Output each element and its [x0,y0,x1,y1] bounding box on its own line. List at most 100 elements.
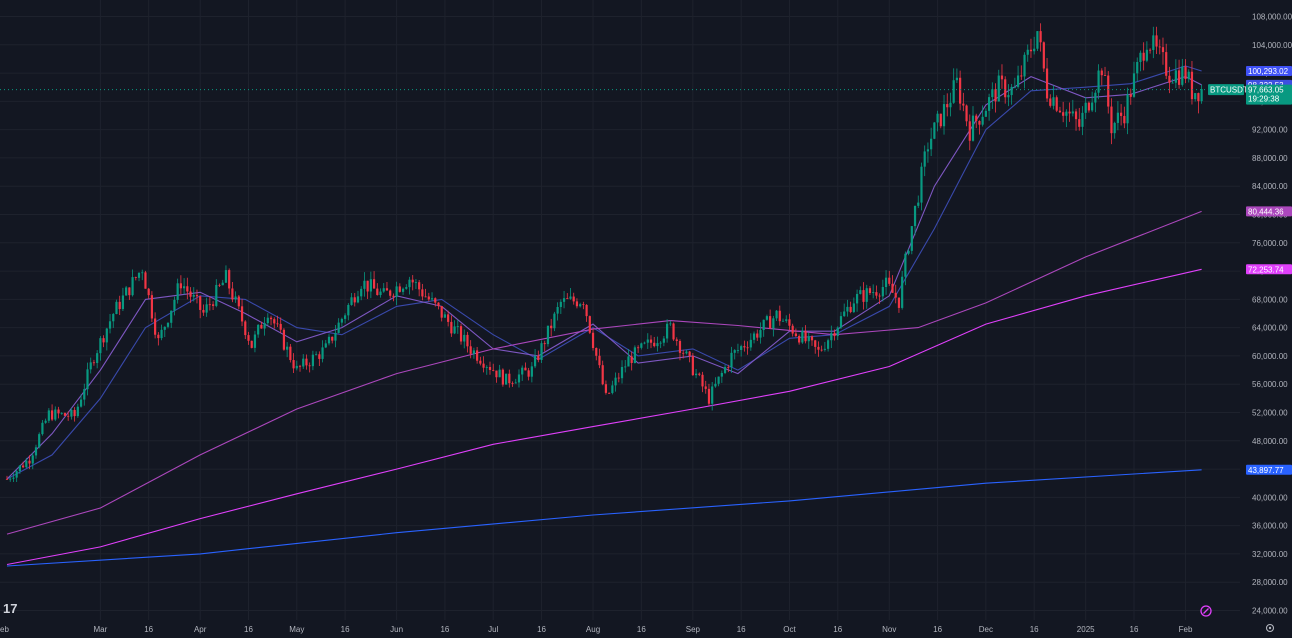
candle-body [366,280,369,292]
candle-body [694,373,698,376]
time-tick-label: 16 [537,625,546,634]
candle-body [920,166,923,203]
candle-body [872,292,875,293]
candle-body [637,347,640,349]
candle-body [517,374,521,383]
candle-body [121,295,125,310]
candle-body [740,346,743,350]
candle-body [608,392,611,394]
candle-body [707,388,711,404]
candle-body [96,353,99,363]
candle-body [318,354,321,359]
candle-body [240,306,244,322]
candle-body [363,280,366,289]
candle-body [340,318,343,323]
candle-body [70,409,73,417]
candle-body [224,270,228,283]
candles [5,23,1203,483]
candle-body [324,343,327,348]
candle-body [199,296,202,310]
candle-body [250,340,253,348]
candle-body [688,351,691,357]
candle-body [756,333,759,338]
candle-body [424,296,427,298]
time-axis[interactable]: Mar 16 Apr 16 May 16 Jun 16 Jul 16 Aug 16 Sep 16 Oct 16… [93,625,1192,634]
candle-body [1062,112,1065,116]
candle-body [395,286,398,297]
candle-body [913,205,917,227]
candle-body [720,372,723,377]
candle-body [884,277,888,288]
candle-body [601,365,604,385]
candle-body [443,314,447,318]
candle-body [778,310,781,322]
candle-body [543,343,546,345]
candle-body [942,104,946,127]
candle-body [965,105,968,122]
ma-line-3 [6,210,1202,535]
candle-body [579,304,582,307]
candle-body [714,383,717,387]
candle-body [430,298,434,300]
candle-body [379,291,382,296]
candle-body [566,298,569,300]
candle-body [981,116,984,125]
candle-body [321,347,324,359]
candle-body [556,307,559,314]
time-tick-partial: eb [0,625,9,634]
price-tick-label: 108,000.00 [1252,13,1292,22]
candle-body [727,367,730,368]
price-tick-label: 60,000.00 [1252,352,1288,361]
candle-body [1097,70,1100,93]
candle-body [823,348,826,350]
candle-body [128,287,131,296]
candle-body [569,296,572,299]
candle-body [717,376,720,384]
candle-body [31,455,34,464]
candle-body [1165,52,1168,76]
candle-body [830,332,833,341]
candle-body [691,356,694,376]
candle-body [498,369,501,378]
candle-body [572,296,575,302]
candle-body [984,110,987,117]
candle-body [588,316,591,333]
candle-body [350,297,353,305]
candle-body [733,350,736,353]
tradingview-logo[interactable]: 17 [3,601,17,616]
candle-body [666,323,669,339]
candle-body [614,377,617,386]
replay-icon[interactable] [1200,605,1212,617]
candle-body [44,420,47,423]
last-price-value: 97,663.05 [1248,86,1284,95]
candle-body [1116,112,1119,123]
price-tick-label: 28,000.00 [1252,578,1288,587]
candle-body [975,115,978,122]
candle-body [331,336,334,341]
candle-body [604,384,608,393]
time-tick-label: 16 [1030,625,1039,634]
candle-body [183,286,186,289]
time-tick-label: 16 [933,625,942,634]
candle-body [34,447,38,456]
candle-body [141,272,144,274]
candle-body [228,270,231,289]
symbol-tag: BTCUSDT [1208,84,1248,96]
candle-body [643,342,646,344]
candle-body [511,383,514,384]
settings-gear-icon[interactable] [1265,623,1275,633]
bar-countdown: 19:29:38 [1248,95,1280,104]
candle-body [810,336,814,341]
candle-body [772,318,775,329]
candle-body [1033,48,1036,52]
candle-body [907,250,910,254]
ema-blue-value: 100,293.02 [1248,67,1289,76]
candle-body [105,328,108,343]
time-tick-label: 16 [244,625,253,634]
candle-body [147,288,150,296]
candle-body [247,335,250,341]
candle-body [769,316,772,329]
candle-body [862,290,865,302]
candle-body [653,342,656,347]
